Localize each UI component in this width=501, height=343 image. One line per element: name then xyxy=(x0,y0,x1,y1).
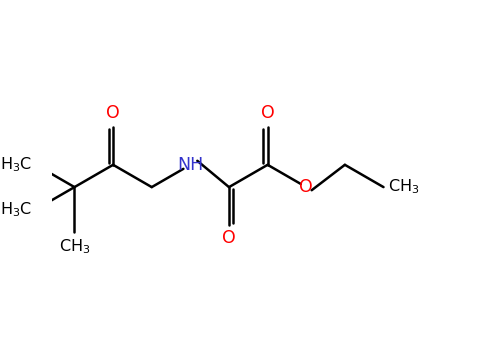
Text: O: O xyxy=(300,178,313,196)
Text: CH$_3$: CH$_3$ xyxy=(388,178,419,197)
Text: O: O xyxy=(261,104,275,122)
Text: H$_3$C: H$_3$C xyxy=(0,155,32,174)
Text: H$_3$C: H$_3$C xyxy=(0,200,32,219)
Text: CH$_3$: CH$_3$ xyxy=(59,237,90,256)
Text: O: O xyxy=(222,229,236,248)
Text: O: O xyxy=(106,104,120,122)
Text: NH: NH xyxy=(177,156,203,174)
